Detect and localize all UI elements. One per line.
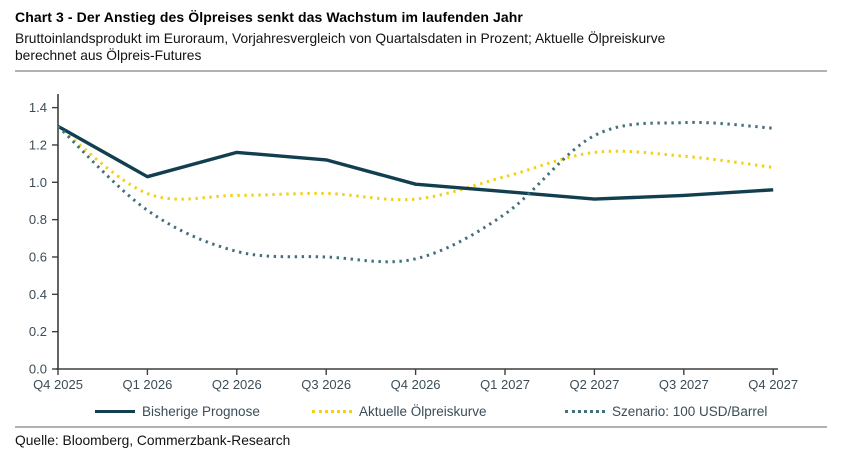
chart-subtitle: Bruttoinlandsprodukt im Euroraum, Vorjah… xyxy=(15,31,666,63)
legend-label: Aktuelle Ölpreiskurve xyxy=(359,403,487,419)
series-line-0 xyxy=(57,124,774,201)
x-tick-label: Q2 2027 xyxy=(569,377,619,392)
bottom-divider xyxy=(15,426,827,428)
solid-line-swatch-icon xyxy=(95,409,135,413)
x-tick-label: Q3 2027 xyxy=(659,377,709,392)
y-tick-label: 1.2 xyxy=(29,137,47,152)
x-tick-label: Q1 2026 xyxy=(122,377,172,392)
legend-label: Szenario: 100 USD/Barrel xyxy=(612,403,768,419)
x-tick-label: Q4 2026 xyxy=(391,377,441,392)
y-tick-label: 0.4 xyxy=(29,287,47,302)
legend-item-szenario-100usd: Szenario: 100 USD/Barrel xyxy=(565,401,767,421)
x-tick-label: Q4 2027 xyxy=(748,377,798,392)
x-tick-label: Q3 2026 xyxy=(301,377,351,392)
dotted-line-swatch-icon xyxy=(312,409,352,413)
x-tick-label: Q1 2027 xyxy=(480,377,530,392)
chart-area: 0.0 0.2 0.4 0.6 0.8 1.0 1.2 1.4 Q4 2025 Q1 2026 Q2… xyxy=(0,84,842,396)
x-tick-label: Q4 2025 xyxy=(33,377,83,392)
dotted-line-swatch-icon xyxy=(565,409,605,413)
y-tick-label: 0.8 xyxy=(29,212,47,227)
axes xyxy=(56,94,778,370)
y-tick-label: 0.6 xyxy=(29,249,47,264)
chart-title: Chart 3 - Der Anstieg des Ölpreises senk… xyxy=(15,9,523,25)
y-tick-label: 1.4 xyxy=(29,100,47,115)
y-tick-label: 0.2 xyxy=(29,324,47,339)
y-tick-label: 0.0 xyxy=(29,362,47,377)
chart-legend: Bisherige Prognose Aktuelle Ölpreiskurve… xyxy=(0,401,842,421)
source-note: Quelle: Bloomberg, Commerzbank-Research xyxy=(15,433,291,448)
y-tick-label: 1.0 xyxy=(29,175,47,190)
gdp-forecast-line-chart: 0.0 0.2 0.4 0.6 0.8 1.0 1.2 1.4 Q4 2025 Q1 2026 Q2… xyxy=(29,94,798,392)
legend-item-aktuelle-oelpreiskurve: Aktuelle Ölpreiskurve xyxy=(312,401,487,421)
x-tick-label: Q2 2026 xyxy=(212,377,262,392)
series-line-1 xyxy=(57,125,774,202)
top-divider xyxy=(15,70,827,72)
legend-label: Bisherige Prognose xyxy=(142,403,260,419)
series-line-2 xyxy=(56,120,774,264)
legend-item-bisherige-prognose: Bisherige Prognose xyxy=(95,401,260,421)
